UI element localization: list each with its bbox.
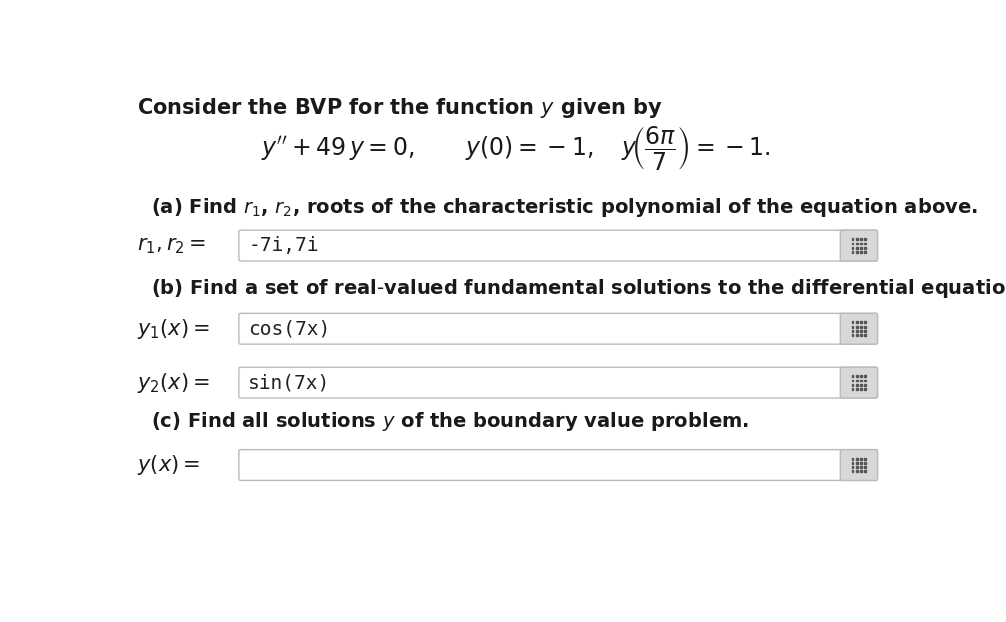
Bar	[851, 238, 853, 240]
FancyBboxPatch shape	[840, 313, 877, 344]
Bar	[864, 379, 866, 381]
Bar	[864, 243, 866, 244]
Bar	[864, 388, 866, 390]
Text: cos(7x): cos(7x)	[248, 319, 330, 338]
Bar	[856, 334, 858, 336]
Text: $y_2(x) =$: $y_2(x) =$	[137, 371, 209, 394]
Bar	[856, 238, 858, 240]
Bar	[864, 322, 866, 323]
FancyBboxPatch shape	[840, 450, 877, 480]
Text: $y(x) =$: $y(x) =$	[137, 453, 199, 477]
FancyBboxPatch shape	[238, 313, 877, 344]
Bar	[856, 375, 858, 378]
Bar	[851, 330, 853, 332]
Bar	[864, 375, 866, 378]
Text: -7i,7i: -7i,7i	[248, 236, 319, 255]
Bar	[860, 470, 862, 472]
Bar	[851, 375, 853, 378]
Bar	[864, 458, 866, 460]
Bar	[864, 247, 866, 249]
Bar	[851, 334, 853, 336]
Bar	[864, 238, 866, 240]
Bar	[856, 388, 858, 390]
Bar	[856, 326, 858, 328]
Bar	[856, 379, 858, 381]
Bar	[860, 379, 862, 381]
Bar	[851, 251, 853, 253]
Bar	[864, 466, 866, 468]
Text: $r_1, r_2 =$: $r_1, r_2 =$	[137, 236, 205, 256]
Text: $y_1(x) =$: $y_1(x) =$	[137, 317, 209, 341]
Bar	[856, 384, 858, 386]
Bar	[860, 384, 862, 386]
Bar	[860, 466, 862, 468]
Bar	[851, 243, 853, 244]
Text: sin(7x): sin(7x)	[248, 373, 330, 392]
Bar	[864, 326, 866, 328]
Bar	[856, 462, 858, 464]
Bar	[851, 384, 853, 386]
Bar	[851, 379, 853, 381]
Bar	[851, 326, 853, 328]
Text: (b) Find a set of $\mathbf{real\text{-}valued}$ fundamental solutions to the dif: (b) Find a set of $\mathbf{real\text{-}v…	[151, 277, 1006, 300]
Bar	[856, 466, 858, 468]
Bar	[864, 462, 866, 464]
Text: (c) Find all solutions $y$ of the boundary value problem.: (c) Find all solutions $y$ of the bounda…	[151, 410, 748, 432]
Bar	[860, 322, 862, 323]
Bar	[860, 238, 862, 240]
Bar	[856, 458, 858, 460]
Text: $y'' + 49\,y = 0,$$\qquad y(0) = -1,$$\quad y\!\left(\dfrac{6\pi}{7}\right) = -1: $y'' + 49\,y = 0,$$\qquad y(0) = -1,$$\q…	[261, 124, 771, 172]
Bar	[856, 251, 858, 253]
Bar	[860, 243, 862, 244]
Bar	[860, 251, 862, 253]
Bar	[860, 247, 862, 249]
Bar	[864, 330, 866, 332]
Bar	[856, 470, 858, 472]
Bar	[860, 330, 862, 332]
Bar	[860, 388, 862, 390]
FancyBboxPatch shape	[840, 230, 877, 261]
Bar	[860, 326, 862, 328]
Bar	[856, 243, 858, 244]
FancyBboxPatch shape	[238, 367, 877, 398]
FancyBboxPatch shape	[238, 230, 877, 261]
Bar	[851, 462, 853, 464]
Bar	[851, 470, 853, 472]
Bar	[864, 470, 866, 472]
Bar	[864, 384, 866, 386]
Bar	[856, 322, 858, 323]
Text: (a) Find $r_1$, $r_2$, roots of the characteristic polynomial of the equation ab: (a) Find $r_1$, $r_2$, roots of the char…	[151, 197, 977, 220]
Bar	[860, 458, 862, 460]
Bar	[856, 330, 858, 332]
Bar	[851, 322, 853, 323]
Bar	[864, 334, 866, 336]
Bar	[860, 375, 862, 378]
Bar	[860, 462, 862, 464]
Bar	[851, 247, 853, 249]
Bar	[851, 458, 853, 460]
Bar	[864, 251, 866, 253]
Bar	[851, 466, 853, 468]
Text: Consider the BVP for the function $y$ given by: Consider the BVP for the function $y$ gi…	[137, 96, 662, 120]
Bar	[860, 334, 862, 336]
FancyBboxPatch shape	[238, 450, 877, 480]
Bar	[856, 247, 858, 249]
Bar	[851, 388, 853, 390]
FancyBboxPatch shape	[840, 367, 877, 398]
